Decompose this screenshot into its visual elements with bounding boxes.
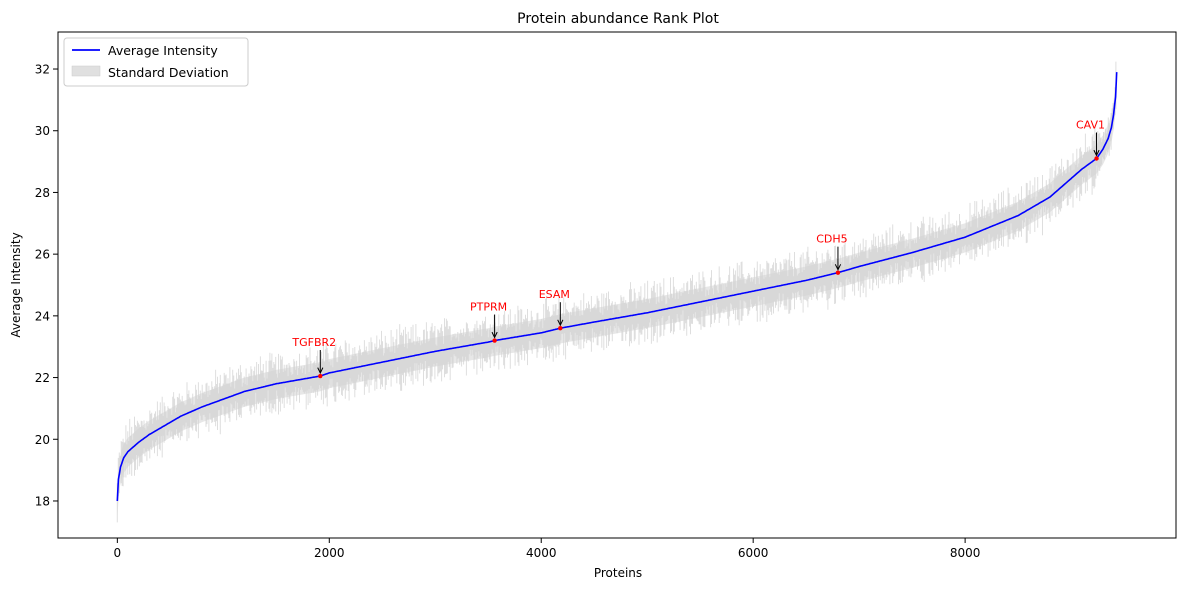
x-tick-label: 2000 <box>314 546 345 560</box>
x-tick-label: 8000 <box>950 546 981 560</box>
average-intensity-line <box>116 72 1118 502</box>
plot-area: TGFBR2 PTPRM ESAM CDH5 CAV1 <box>116 61 1118 523</box>
annotation-label: TGFBR2 <box>291 336 336 349</box>
plot-frame <box>57 31 1177 539</box>
y-tick-label: 30 <box>35 124 50 138</box>
legend: Average Intensity Standard Deviation <box>63 37 249 87</box>
annotation-arrowhead <box>317 367 324 375</box>
x-axis: 0 2000 4000 6000 8000 <box>114 538 981 560</box>
annotation-label: ESAM <box>539 288 570 301</box>
annotation-arrowhead <box>1093 149 1100 157</box>
y-tick-label: 18 <box>35 494 50 508</box>
legend-box <box>63 37 249 87</box>
x-tick-label: 6000 <box>738 546 769 560</box>
y-tick-label: 26 <box>35 248 50 262</box>
y-tick-label: 24 <box>35 309 50 323</box>
highlighted-protein-point <box>835 270 841 275</box>
y-tick-label: 20 <box>35 433 50 447</box>
mean-line-layer <box>116 72 1118 502</box>
annotation-arrowhead <box>557 319 564 327</box>
y-axis-label: Average Intensity <box>9 232 23 337</box>
highlighted-protein-point <box>492 338 497 343</box>
legend-label-average: Average Intensity <box>108 43 218 58</box>
highlighted-protein-point <box>1094 156 1099 161</box>
x-tick-label: 4000 <box>526 546 557 560</box>
annotation-arrowhead <box>491 331 498 339</box>
annotation-arrowhead <box>834 264 842 271</box>
y-tick-label: 32 <box>35 63 50 77</box>
x-axis-label: Proteins <box>594 566 642 580</box>
annotation-layer: TGFBR2 PTPRM ESAM CDH5 CAV1 <box>291 119 1105 379</box>
x-tick-label: 0 <box>114 546 122 560</box>
y-tick-label: 28 <box>35 186 50 200</box>
chart-title: Protein abundance Rank Plot <box>517 11 719 27</box>
annotation-label: PTPRM <box>470 301 507 314</box>
y-tick-label: 22 <box>35 371 50 385</box>
annotation-label: CDH5 <box>816 233 847 246</box>
legend-label-std: Standard Deviation <box>108 65 229 80</box>
highlighted-protein-point <box>558 325 563 331</box>
annotation-label: CAV1 <box>1076 119 1105 132</box>
y-axis: 18 20 22 24 26 28 30 32 <box>35 63 58 508</box>
legend-band-swatch <box>71 65 101 77</box>
highlighted-protein-point <box>318 373 323 379</box>
